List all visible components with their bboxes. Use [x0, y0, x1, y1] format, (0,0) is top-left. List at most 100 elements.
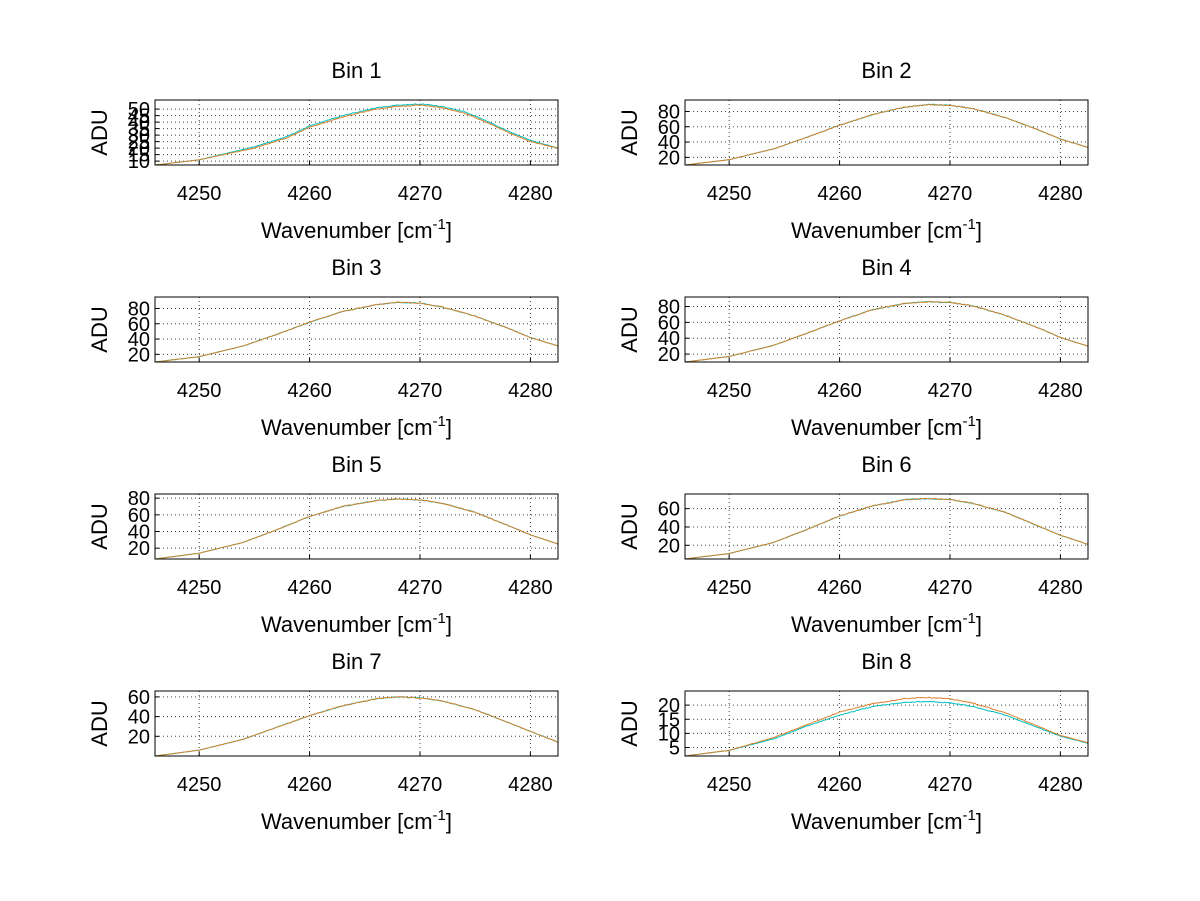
x-axis-label: Wavenumber [cm-1]: [791, 610, 982, 637]
y-tick-label: 60: [128, 687, 150, 709]
y-tick-label: 40: [128, 112, 150, 134]
x-axis-label-suffix: ]: [976, 415, 982, 440]
x-axis-label: Wavenumber [cm-1]: [261, 413, 452, 440]
y-tick-label: 80: [658, 101, 680, 123]
subplot-title: Bin 5: [331, 452, 381, 477]
y-tick-label: 20: [128, 538, 150, 560]
y-axis-label: ADU: [617, 503, 642, 549]
y-tick-label: 20: [658, 147, 680, 169]
x-tick-label: 4280: [508, 380, 553, 402]
y-tick-label: 50: [128, 99, 150, 121]
x-axis-label-suffix: ]: [976, 809, 982, 834]
y-tick-label: 30: [128, 125, 150, 147]
x-tick-label: 4260: [817, 183, 862, 205]
x-axis-label-text: Wavenumber [cm: [261, 612, 433, 637]
x-tick-label: 4250: [177, 774, 222, 796]
x-tick-label: 4250: [177, 380, 222, 402]
series-line-2: [685, 696, 1089, 757]
series-line-2: [685, 497, 1089, 560]
x-tick-label: 4260: [287, 577, 332, 599]
y-tick-label: 5: [669, 738, 680, 760]
x-tick-label: 4260: [287, 774, 332, 796]
subplot-title: Bin 8: [861, 649, 911, 674]
y-tick-label: 20: [128, 344, 150, 366]
y-tick-label: 40: [658, 328, 680, 350]
x-tick-label: 4270: [928, 380, 973, 402]
y-tick-label: 20: [658, 535, 680, 557]
y-tick-label: 40: [658, 132, 680, 154]
axes-box: [154, 493, 559, 560]
x-axis-label-superscript: -1: [963, 610, 976, 627]
x-axis-label-text: Wavenumber [cm: [791, 415, 963, 440]
x-axis-label-suffix: ]: [446, 612, 452, 637]
y-tick-label: 20: [658, 344, 680, 366]
subplot-title: Bin 4: [861, 255, 911, 280]
y-axis-label: ADU: [87, 306, 112, 352]
y-tick-label: 80: [658, 297, 680, 319]
x-axis-label: Wavenumber [cm-1]: [791, 413, 982, 440]
y-tick-label: 60: [128, 505, 150, 527]
x-axis-label-text: Wavenumber [cm: [791, 218, 963, 243]
x-tick-label: 4260: [817, 577, 862, 599]
x-tick-label: 4280: [1038, 774, 1083, 796]
y-tick-label: 80: [128, 298, 150, 320]
x-axis-label-suffix: ]: [976, 218, 982, 243]
y-tick-label: 25: [128, 132, 150, 154]
y-tick-label: 15: [128, 145, 150, 167]
x-tick-label: 4260: [817, 380, 862, 402]
x-tick-label: 4250: [177, 183, 222, 205]
series-line-1: [154, 696, 559, 757]
x-axis-label-superscript: -1: [433, 610, 446, 627]
x-tick-label: 4250: [177, 577, 222, 599]
x-tick-label: 4270: [928, 577, 973, 599]
series-line-2: [154, 696, 559, 757]
x-axis-label-text: Wavenumber [cm: [261, 809, 433, 834]
x-axis-label-suffix: ]: [446, 218, 452, 243]
x-tick-label: 4280: [508, 774, 553, 796]
x-tick-label: 4270: [398, 183, 443, 205]
y-tick-label: 40: [658, 517, 680, 539]
series-line-1: [684, 301, 1089, 363]
x-tick-label: 4270: [928, 774, 973, 796]
y-tick-label: 45: [128, 106, 150, 128]
x-tick-label: 4260: [287, 183, 332, 205]
y-tick-label: 15: [658, 709, 680, 731]
x-axis-label-text: Wavenumber [cm: [261, 218, 433, 243]
x-tick-label: 4270: [398, 380, 443, 402]
x-axis-label: Wavenumber [cm-1]: [791, 216, 982, 243]
x-axis-label: Wavenumber [cm-1]: [261, 610, 452, 637]
y-tick-label: 20: [658, 695, 680, 717]
x-axis-label-superscript: -1: [963, 807, 976, 824]
subplot-title: Bin 7: [331, 649, 381, 674]
x-tick-label: 4260: [287, 380, 332, 402]
x-axis-label-suffix: ]: [446, 415, 452, 440]
y-tick-label: 35: [128, 119, 150, 141]
x-axis-label: Wavenumber [cm-1]: [791, 807, 982, 834]
x-tick-label: 4280: [1038, 577, 1083, 599]
series-line-2: [685, 103, 1089, 166]
x-tick-label: 4260: [817, 774, 862, 796]
x-tick-label: 4250: [707, 380, 752, 402]
series-line-1: [685, 700, 1089, 757]
y-tick-label: 80: [128, 488, 150, 510]
axes-box: [154, 99, 559, 166]
y-axis-label: ADU: [617, 700, 642, 746]
x-axis-label-text: Wavenumber [cm: [791, 809, 963, 834]
x-axis-label: Wavenumber [cm-1]: [261, 807, 452, 834]
x-axis-label: Wavenumber [cm-1]: [261, 216, 452, 243]
axes-box: [154, 690, 559, 757]
axes-box: [684, 99, 1089, 166]
x-tick-label: 4250: [707, 577, 752, 599]
axes-box: [684, 296, 1089, 363]
y-tick-label: 60: [658, 312, 680, 334]
y-tick-label: 40: [128, 522, 150, 544]
y-tick-label: 20: [128, 726, 150, 748]
series-line-2: [154, 104, 559, 166]
subplot-title: Bin 1: [331, 58, 381, 83]
x-tick-label: 4250: [707, 183, 752, 205]
